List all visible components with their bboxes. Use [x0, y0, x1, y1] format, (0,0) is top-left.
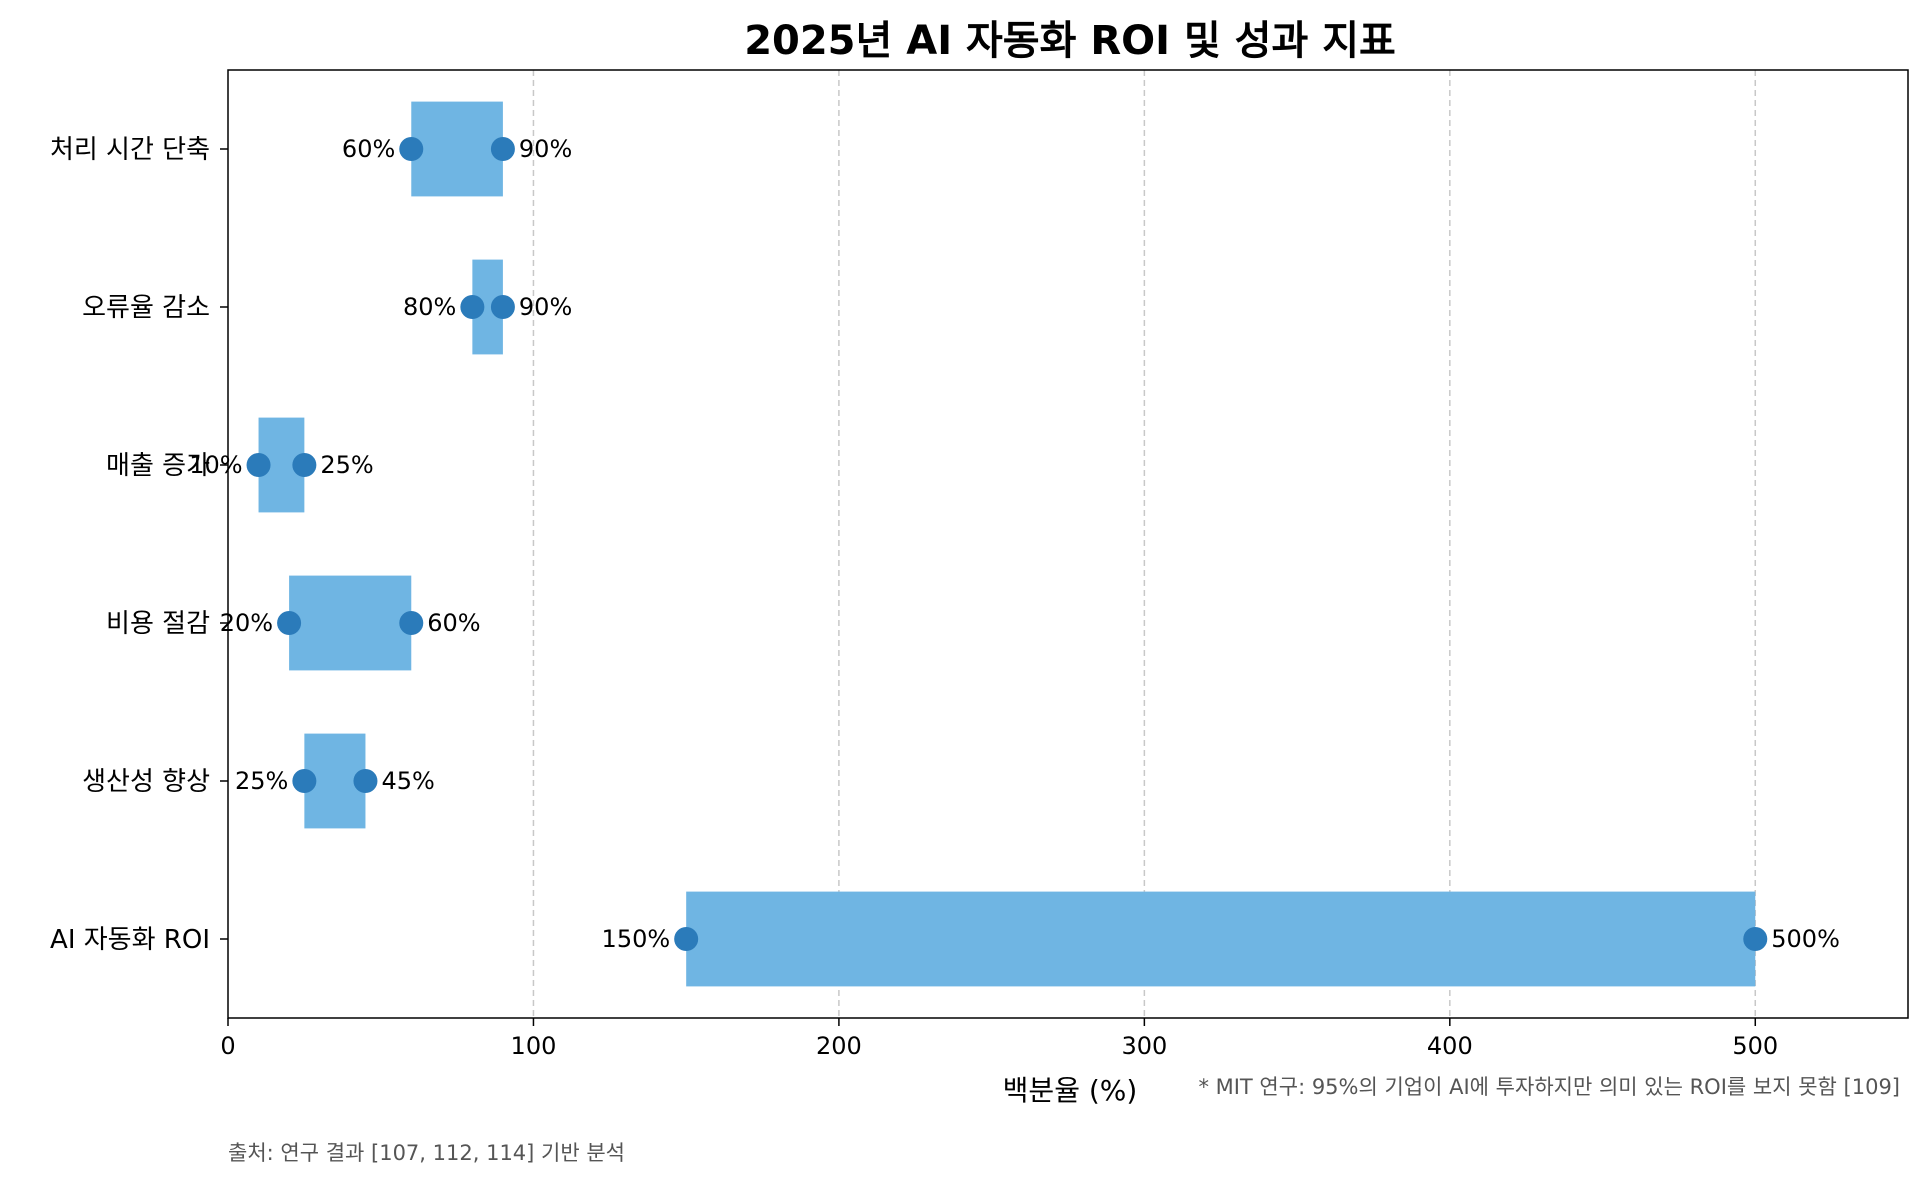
high-value-label: 500% — [1771, 925, 1840, 953]
low-value-label: 60% — [342, 135, 395, 163]
high-value-label: 45% — [381, 767, 434, 795]
range-bar — [686, 891, 1756, 987]
range-bar — [411, 101, 503, 197]
source-note: 출처: 연구 결과 [107, 112, 114] 기반 분석 — [228, 1141, 625, 1165]
x-tick-label: 500 — [1732, 1032, 1778, 1060]
grid-lines — [532, 70, 1757, 1018]
low-marker — [460, 295, 485, 319]
high-value-label: 90% — [519, 135, 572, 163]
chart-title: 2025년 AI 자동화 ROI 및 성과 지표 — [744, 18, 1396, 64]
high-value-label: 25% — [320, 451, 373, 479]
low-marker — [246, 453, 271, 477]
low-value-label: 80% — [403, 293, 456, 321]
high-marker — [490, 295, 515, 319]
range-bars — [258, 101, 1756, 987]
high-marker — [490, 137, 515, 161]
low-marker — [399, 137, 424, 161]
range-markers — [246, 137, 1768, 951]
footnote: * MIT 연구: 95%의 기업이 AI에 투자하지만 의미 있는 ROI를 … — [1198, 1075, 1900, 1099]
low-value-label: 25% — [235, 767, 288, 795]
category-label: 매출 증가 — [106, 451, 210, 481]
x-tick-label: 200 — [816, 1032, 862, 1060]
high-value-label: 90% — [519, 293, 572, 321]
category-label: 처리 시간 단축 — [50, 135, 210, 165]
low-value-label: 10% — [189, 451, 242, 479]
high-value-label: 60% — [427, 609, 480, 637]
high-marker — [399, 611, 424, 635]
range-bar — [289, 575, 412, 671]
low-marker — [292, 769, 317, 793]
low-marker — [674, 927, 699, 951]
category-label: 생산성 향상 — [82, 767, 210, 797]
data-labels: 60% 90%80% 90%10% 25%20% 60%25% 45%150% 500% — [189, 135, 1840, 953]
x-tick-label: 100 — [511, 1032, 557, 1060]
x-tick-label: 400 — [1427, 1032, 1473, 1060]
x-tick-label: 300 — [1121, 1032, 1167, 1060]
low-marker — [277, 611, 302, 635]
category-label: 비용 절감 — [106, 609, 210, 639]
category-label: AI 자동화 ROI — [50, 925, 210, 955]
low-value-label: 150% — [602, 925, 671, 953]
x-axis-title: 백분율 (%) — [1003, 1074, 1138, 1107]
high-marker — [1743, 927, 1768, 951]
high-marker — [353, 769, 378, 793]
x-tick-label: 0 — [220, 1032, 235, 1060]
category-label: 오류율 감소 — [82, 293, 210, 323]
high-marker — [292, 453, 317, 477]
plot-frame — [227, 69, 1909, 1019]
